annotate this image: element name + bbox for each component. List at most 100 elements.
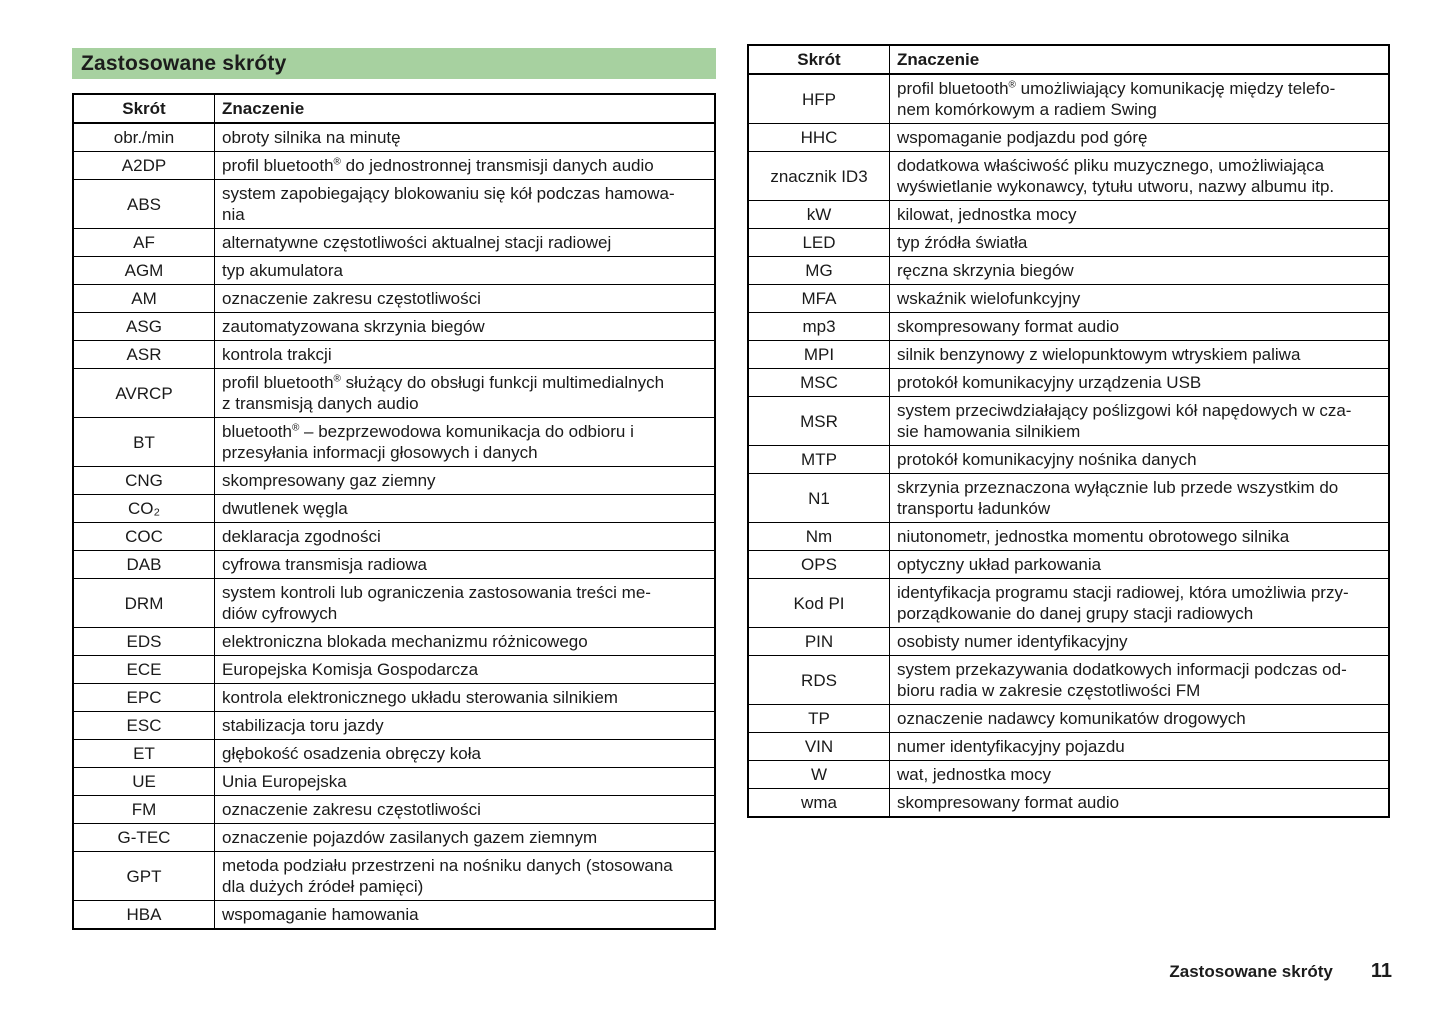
meaning-cell: oznaczenie zakresu częstotliwości xyxy=(214,795,716,824)
meaning-cell: dwutlenek węgla xyxy=(214,494,716,523)
abbr-cell: ASG xyxy=(72,312,215,341)
table-row: ABS system zapobiegający blokowaniu się k… xyxy=(72,179,716,229)
table-row: ET głębokość osadzenia obręczy koła xyxy=(72,739,716,768)
table-row: MSR system przeciwdziałający poślizgowi k… xyxy=(747,396,1390,446)
abbr-cell: OPS xyxy=(747,550,890,579)
meaning-cell: osobisty numer identyfikacyjny xyxy=(889,627,1390,656)
table-row: CNG skompresowany gaz ziemny xyxy=(72,466,716,495)
table-row: MTP protokół komunikacyjny nośnika danych xyxy=(747,445,1390,474)
table-row: AVRCP profil bluetooth® służący do obsług… xyxy=(72,368,716,418)
meaning-cell: kontrola elektronicznego układu sterowan… xyxy=(214,683,716,712)
meaning-cell: wspomaganie podjazdu pod górę xyxy=(889,123,1390,152)
table-row: OPS optyczny układ parkowania xyxy=(747,550,1390,579)
abbr-cell: W xyxy=(747,760,890,789)
abbr-cell: TP xyxy=(747,704,890,733)
meaning-cell: system zapobiegający blokowaniu się kół … xyxy=(214,179,716,229)
table-row: G-TEC oznaczenie pojazdów zasilanych gaze… xyxy=(72,823,716,852)
meaning-cell: wspomaganie hamowania xyxy=(214,900,716,930)
abbr-cell: GPT xyxy=(72,851,215,901)
meaning-cell: silnik benzynowy z wielopunktowym wtrysk… xyxy=(889,340,1390,369)
meaning-cell: protokół komunikacyjny urządzenia USB xyxy=(889,368,1390,397)
table-row: ASR kontrola trakcji xyxy=(72,340,716,369)
abbr-cell: PIN xyxy=(747,627,890,656)
abbr-cell: ET xyxy=(72,739,215,768)
table-row: MFA wskaźnik wielofunkcyjny xyxy=(747,284,1390,313)
table-row: HFP profil bluetooth® umożliwiający komun… xyxy=(747,73,1390,124)
abbr-cell: MFA xyxy=(747,284,890,313)
meaning-cell: stabilizacja toru jazdy xyxy=(214,711,716,740)
meaning-cell: profil bluetooth® służący do obsługi fun… xyxy=(214,368,716,418)
abbr-cell: HBA xyxy=(72,900,215,930)
meaning-cell: skrzynia przeznaczona wyłącznie lub prze… xyxy=(889,473,1390,523)
abbr-cell: VIN xyxy=(747,732,890,761)
abbr-cell: COC xyxy=(72,522,215,551)
table-body-left: obr./min obroty silnika na minutę A2DP prof… xyxy=(72,122,716,930)
abbr-cell: DAB xyxy=(72,550,215,579)
abbr-cell: ABS xyxy=(72,179,215,229)
table-row: MSC protokół komunikacyjny urządzenia USB xyxy=(747,368,1390,397)
table-row: N1 skrzynia przeznaczona wyłącznie lub pr… xyxy=(747,473,1390,523)
table-header-row: Skrót Znaczenie xyxy=(747,44,1390,75)
table-body-right: HFP profil bluetooth® umożliwiający komun… xyxy=(747,73,1390,818)
table-row: MPI silnik benzynowy z wielopunktowym wtr… xyxy=(747,340,1390,369)
table-row: FM oznaczenie zakresu częstotliwości xyxy=(72,795,716,824)
meaning-cell: zautomatyzowana skrzynia biegów xyxy=(214,312,716,341)
table-row: GPT metoda podziału przestrzeni na nośnik… xyxy=(72,851,716,901)
meaning-cell: metoda podziału przestrzeni na nośniku d… xyxy=(214,851,716,901)
abbr-cell: G-TEC xyxy=(72,823,215,852)
table-row: PIN osobisty numer identyfikacyjny xyxy=(747,627,1390,656)
meaning-cell: cyfrowa transmisja radiowa xyxy=(214,550,716,579)
abbr-cell: AGM xyxy=(72,256,215,285)
table-header-row: Skrót Znaczenie xyxy=(72,93,716,124)
meaning-cell: numer identyfikacyjny pojazdu xyxy=(889,732,1390,761)
abbr-cell: UE xyxy=(72,767,215,796)
abbreviations-table-right: Skrót Znaczenie HFP profil bluetooth® umo… xyxy=(747,44,1390,818)
meaning-cell: skompresowany gaz ziemny xyxy=(214,466,716,495)
table-row: ASG zautomatyzowana skrzynia biegów xyxy=(72,312,716,341)
abbr-cell: obr./min xyxy=(72,122,215,152)
page-footer: Zastosowane skróty 11 xyxy=(1169,960,1392,983)
table-row: DAB cyfrowa transmisja radiowa xyxy=(72,550,716,579)
meaning-cell: głębokość osadzenia obręczy koła xyxy=(214,739,716,768)
abbr-cell: A2DP xyxy=(72,151,215,180)
abbr-cell: CNG xyxy=(72,466,215,495)
abbr-cell: AVRCP xyxy=(72,368,215,418)
abbr-cell: ESC xyxy=(72,711,215,740)
meaning-cell: kilowat, jednostka mocy xyxy=(889,200,1390,229)
meaning-cell: deklaracja zgodności xyxy=(214,522,716,551)
table-row: AF alternatywne częstotliwości aktualnej … xyxy=(72,228,716,257)
table-row: Nm niutonometr, jednostka momentu obrotow… xyxy=(747,522,1390,551)
meaning-cell: oznaczenie zakresu częstotliwości xyxy=(214,284,716,313)
abbr-cell: LED xyxy=(747,228,890,257)
meaning-cell: alternatywne częstotliwości aktualnej st… xyxy=(214,228,716,257)
abbr-cell: kW xyxy=(747,200,890,229)
column-header-skrot: Skrót xyxy=(747,44,890,75)
abbr-cell: MPI xyxy=(747,340,890,369)
meaning-cell: dodatkowa właściwość pliku muzycznego, u… xyxy=(889,151,1390,201)
meaning-cell: system przeciwdziałający poślizgowi kół … xyxy=(889,396,1390,446)
meaning-cell: skompresowany format audio xyxy=(889,788,1390,818)
meaning-cell: profil bluetooth® umożliwiający komunika… xyxy=(889,73,1390,124)
abbr-cell: DRM xyxy=(72,578,215,628)
abbr-cell: MG xyxy=(747,256,890,285)
abbr-cell: RDS xyxy=(747,655,890,705)
meaning-cell: skompresowany format audio xyxy=(889,312,1390,341)
meaning-cell: bluetooth® – bezprzewodowa komunikacja d… xyxy=(214,417,716,467)
meaning-cell: kontrola trakcji xyxy=(214,340,716,369)
table-row: UE Unia Europejska xyxy=(72,767,716,796)
table-row: RDS system przekazywania dodatkowych info… xyxy=(747,655,1390,705)
abbr-cell: FM xyxy=(72,795,215,824)
table-row: wma skompresowany format audio xyxy=(747,788,1390,818)
footer-chapter-label: Zastosowane skróty xyxy=(1169,962,1333,981)
table-row: Kod PI identyfikacja programu stacji radi… xyxy=(747,578,1390,628)
abbr-cell: AF xyxy=(72,228,215,257)
column-header-znaczenie: Znaczenie xyxy=(889,44,1390,75)
table-row: LED typ źródła światła xyxy=(747,228,1390,257)
table-row: AM oznaczenie zakresu częstotliwości xyxy=(72,284,716,313)
meaning-cell: protokół komunikacyjny nośnika danych xyxy=(889,445,1390,474)
table-row: COC deklaracja zgodności xyxy=(72,522,716,551)
abbreviations-table-left: Skrót Znaczenie obr./min obroty silnika n… xyxy=(72,93,716,930)
page-title: Zastosowane skróty xyxy=(72,48,716,79)
table-row: BT bluetooth® – bezprzewodowa komunikacja… xyxy=(72,417,716,467)
